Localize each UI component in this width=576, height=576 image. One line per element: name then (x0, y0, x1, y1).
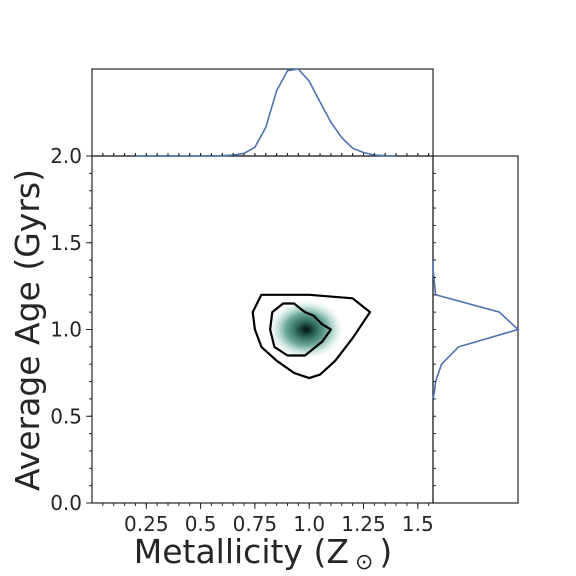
y-marginal-line (432, 260, 520, 400)
y-tick-label: 0.0 (50, 491, 82, 515)
x-tick-label: 1.0 (293, 512, 325, 536)
y-tick-label: 2.0 (50, 144, 82, 168)
top-marginal-frame (91, 68, 434, 157)
y-axis-title: Average Age (Gyrs) (8, 169, 47, 491)
contour-outer (251, 293, 372, 380)
y-tick-label: 1.0 (50, 318, 82, 342)
x-axis-title: Metallicity (Z ⊙) (134, 532, 393, 575)
x-marginal-plot (135, 68, 397, 157)
x-tick-label: 0.25 (124, 512, 169, 536)
y-tick-label: 1.5 (50, 231, 82, 255)
x-tick-label: 0.75 (233, 512, 278, 536)
density-blob (268, 299, 345, 360)
x-tick-label: 1.25 (341, 512, 386, 536)
contour-layer (251, 293, 372, 380)
y-marginal-plot (432, 260, 520, 400)
x-marginal-line (135, 68, 397, 157)
density-layer (268, 299, 345, 360)
axis-ticks: 0.25 0.5 0.75 1.0 1.25 1.5 0.0 0.5 1.0 1.5 2.0 (50, 144, 436, 536)
right-marginal-frame (432, 155, 519, 504)
main-axes-frame (91, 155, 434, 504)
x-tick-label: 1.5 (402, 512, 434, 536)
y-tick-label: 0.5 (50, 404, 82, 428)
x-tick-label: 0.5 (185, 512, 217, 536)
contour-inner (269, 302, 332, 357)
